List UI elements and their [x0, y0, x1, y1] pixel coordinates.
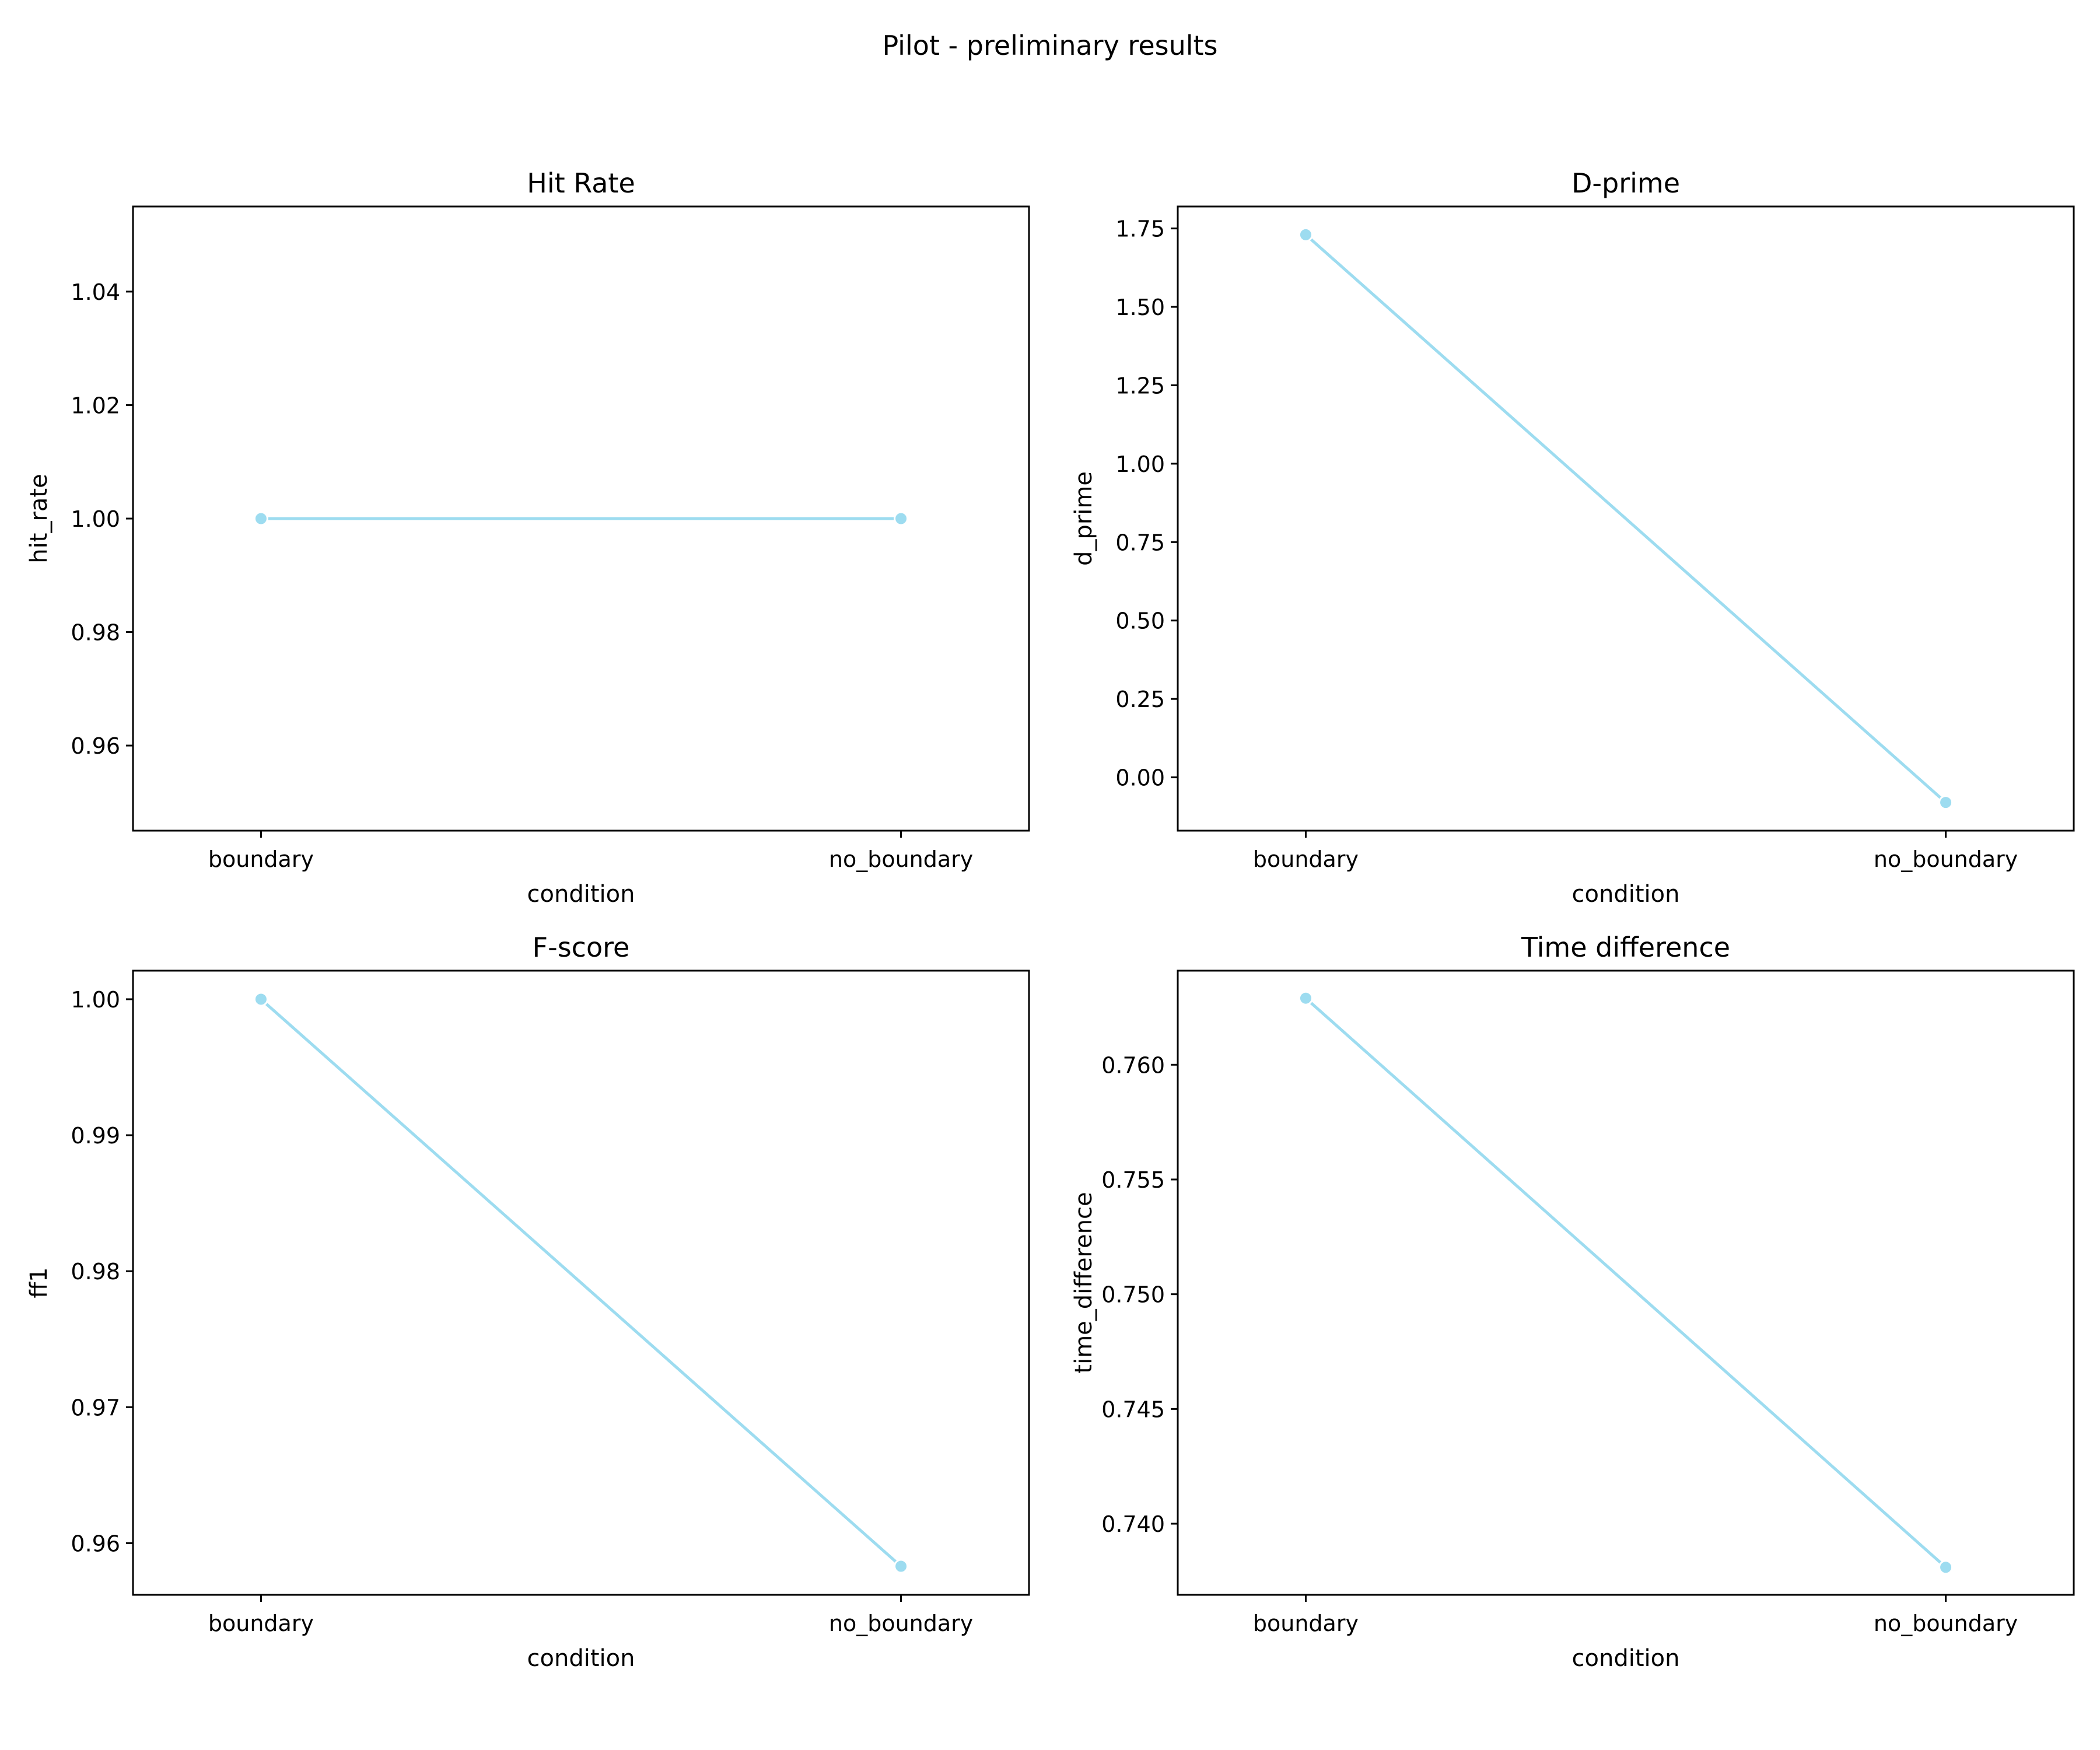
data-point-marker [1938, 1560, 1954, 1575]
x-axis-label: condition [527, 881, 635, 908]
data-point-marker [894, 1559, 909, 1574]
y-axis-label: d_prime [1070, 471, 1097, 566]
axes-frame [1177, 970, 2075, 1596]
subplot-title: Time difference [1521, 932, 1730, 963]
subplot-title: D-prime [1572, 167, 1680, 199]
y-tick-label: 0.760 [1101, 1052, 1165, 1078]
y-tick-label: 0.25 [1115, 687, 1165, 712]
series-line [260, 998, 902, 1567]
data-point-marker [1298, 991, 1313, 1006]
y-tick-label: 1.50 [1115, 295, 1165, 320]
x-tick-label: boundary [1253, 1611, 1359, 1636]
data-point-marker [894, 511, 909, 526]
subplot-title: Hit Rate [527, 167, 635, 199]
x-tick-label: no_boundary [1874, 1611, 2018, 1636]
y-tick-label: 1.00 [71, 506, 120, 532]
series-line [1304, 997, 1947, 1569]
y-tick-label: 0.745 [1101, 1396, 1165, 1422]
x-axis-label: condition [527, 1645, 635, 1672]
x-tick-label: no_boundary [1874, 846, 2018, 872]
x-axis-label: condition [1572, 881, 1680, 908]
y-tick-label: 1.04 [71, 279, 120, 305]
y-tick-label: 0.96 [71, 733, 120, 759]
x-tick-label: boundary [208, 1611, 314, 1636]
y-tick-label: 0.750 [1101, 1282, 1165, 1308]
subplot-3: F-score 0.96 0.97 0.98 0.99 1.00 boundary no_bo… [26, 932, 1030, 1672]
y-axis-label: hit_rate [26, 474, 52, 563]
figure-suptitle: Pilot - preliminary results [882, 30, 1217, 61]
y-tick-label: 1.25 [1115, 373, 1165, 398]
x-axis-label: condition [1572, 1645, 1680, 1672]
y-tick-label: 0.97 [71, 1395, 120, 1420]
y-tick-label: 1.75 [1115, 216, 1165, 242]
x-tick-label: no_boundary [829, 846, 973, 872]
series-line [1304, 233, 1947, 804]
data-point-marker [1938, 795, 1954, 810]
y-tick-label: 0.98 [71, 1259, 120, 1284]
subplot-title: F-score [533, 932, 630, 963]
subplot-1: Hit Rate 0.96 0.98 1.00 1.02 1.04 boundary no_b… [26, 167, 1030, 908]
subplot-grid: Hit Rate 0.96 0.98 1.00 1.02 1.04 boundary no_b… [26, 167, 2075, 1672]
axes-frame [132, 970, 1030, 1596]
y-tick-label: 0.755 [1101, 1167, 1165, 1193]
y-tick-label: 1.00 [71, 987, 120, 1013]
data-point-marker [1298, 227, 1313, 242]
x-tick-label: boundary [1253, 846, 1359, 872]
subplot-2: D-prime 0.00 0.25 0.50 0.75 1.00 1.25 1.50 1.75 b… [1070, 167, 2075, 908]
y-tick-label: 0.96 [71, 1531, 120, 1556]
x-tick-label: boundary [208, 846, 314, 872]
y-axis-label: ff1 [26, 1267, 52, 1298]
y-tick-label: 0.00 [1115, 765, 1165, 791]
y-tick-label: 0.99 [71, 1123, 120, 1149]
y-axis-label: time_difference [1070, 1192, 1097, 1373]
y-tick-label: 1.02 [71, 393, 120, 418]
y-tick-label: 1.00 [1115, 452, 1165, 477]
y-tick-label: 0.50 [1115, 608, 1165, 634]
y-tick-label: 0.98 [71, 620, 120, 646]
subplot-4: Time difference 0.740 0.745 0.750 0.755 0.760… [1070, 932, 2075, 1672]
data-point-marker [253, 992, 268, 1007]
y-tick-label: 0.740 [1101, 1511, 1165, 1537]
x-tick-label: no_boundary [829, 1611, 973, 1636]
y-tick-label: 0.75 [1115, 530, 1165, 555]
data-point-marker [253, 511, 268, 526]
axes-frame [1177, 205, 2075, 832]
